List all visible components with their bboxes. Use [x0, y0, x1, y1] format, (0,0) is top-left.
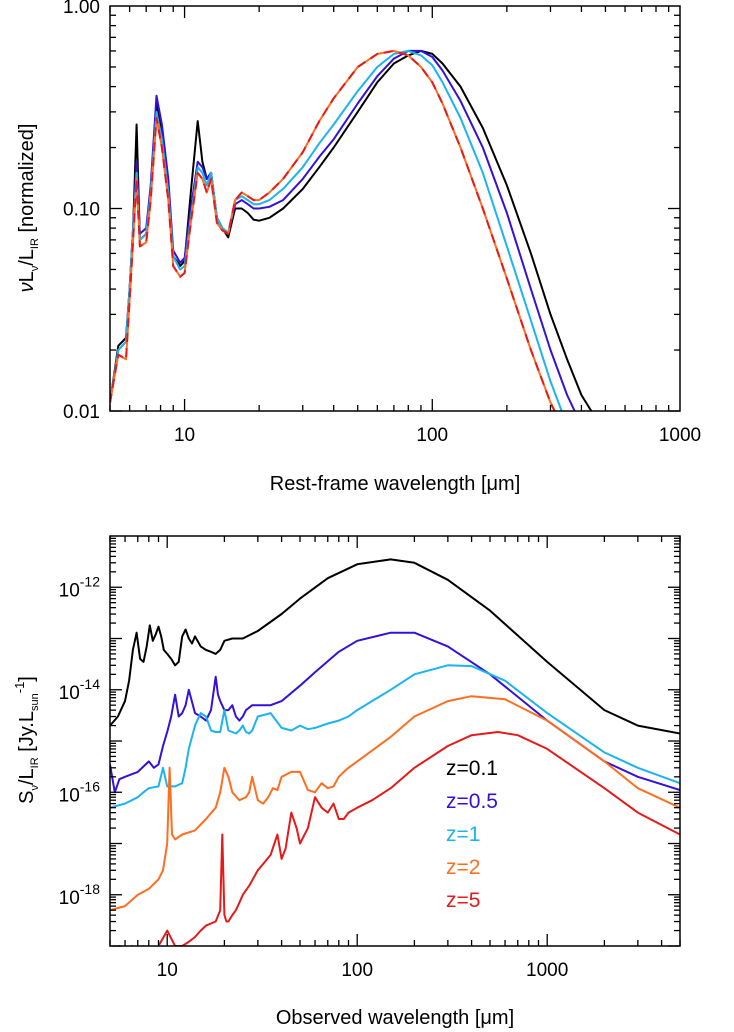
y-axis-title: Sν/LIR [Jy.Lsun-1]	[12, 676, 41, 804]
y-title-slash-l: /L	[16, 249, 38, 266]
series-line-1	[110, 49, 576, 411]
x-axis-title: Observed wavelength [μm]	[276, 1007, 514, 1029]
series-line-2	[110, 49, 563, 411]
y-title-exp: -1	[12, 682, 27, 694]
legend: z=0.1 z=0.5 z=1 z=2 z=5	[446, 757, 498, 912]
y-title-normalized: [normalized]	[16, 124, 38, 239]
y-tick-label: 0.10	[63, 200, 100, 221]
series-line-z-2	[110, 695, 680, 912]
y-title-jy: [Jy.L	[16, 711, 38, 757]
y-tick-label: 0.01	[63, 402, 100, 423]
x-tick-label: 1000	[526, 960, 568, 981]
y-title-nu: ν	[16, 282, 38, 292]
series-line-z-1	[110, 664, 680, 809]
series-line-z-0-1	[110, 558, 680, 735]
legend-entry: z=2	[446, 856, 480, 879]
plot-frame	[109, 5, 681, 412]
y-axis-title: νLν/LIR [normalized]	[16, 124, 41, 293]
axis-ticks: 10 100 1000 10-12 10-14 10-16 10-18	[59, 536, 681, 981]
x-tick-label: 100	[341, 960, 373, 981]
x-axis-title: Rest-frame wavelength [μm]	[270, 473, 521, 495]
y-title-ir-sub: IR	[29, 757, 41, 768]
rest-frame-sed-panel: 10 100 1000 0.01 0.10 1.00 Rest-frame wavelen…	[16, 0, 701, 495]
series-lines	[110, 558, 680, 946]
y-title-bracket: ]	[16, 676, 38, 682]
observed-sed-panel: 10 100 1000 10-12 10-14 10-16 10-18 Observed w…	[12, 535, 681, 1029]
series-line-z-5	[110, 731, 680, 946]
series-lines	[110, 49, 593, 411]
y-title-sun-sub: sun	[29, 693, 41, 711]
y-tick-label: 10-16	[59, 778, 101, 806]
x-tick-label: 1000	[659, 425, 701, 446]
legend-entry: z=5	[446, 889, 480, 912]
y-tick-label: 10-18	[59, 881, 101, 909]
axis-ticks: 10 100 1000 0.01 0.10 1.00	[63, 0, 701, 446]
plot-frame	[109, 535, 681, 947]
y-title-nu-sub: ν	[29, 785, 41, 791]
y-title-l: L	[16, 271, 38, 282]
series-line-z-0-5	[110, 631, 680, 794]
y-tick-label: 1.00	[63, 0, 100, 18]
x-tick-label: 100	[416, 425, 448, 446]
series-line-3	[110, 49, 556, 411]
legend-entry: z=0.1	[446, 757, 498, 780]
legend-entry: z=0.5	[446, 790, 498, 813]
y-title-ir-sub: IR	[29, 238, 41, 249]
legend-entry: z=1	[446, 823, 480, 846]
y-tick-label: 10-12	[59, 573, 101, 601]
y-title-nu-sub: ν	[29, 265, 41, 271]
y-title-slash-l: /L	[16, 768, 38, 785]
x-tick-label: 10	[174, 425, 195, 446]
y-title-s: S	[16, 791, 38, 804]
y-tick-label: 10-14	[59, 676, 101, 704]
x-tick-label: 10	[157, 960, 178, 981]
